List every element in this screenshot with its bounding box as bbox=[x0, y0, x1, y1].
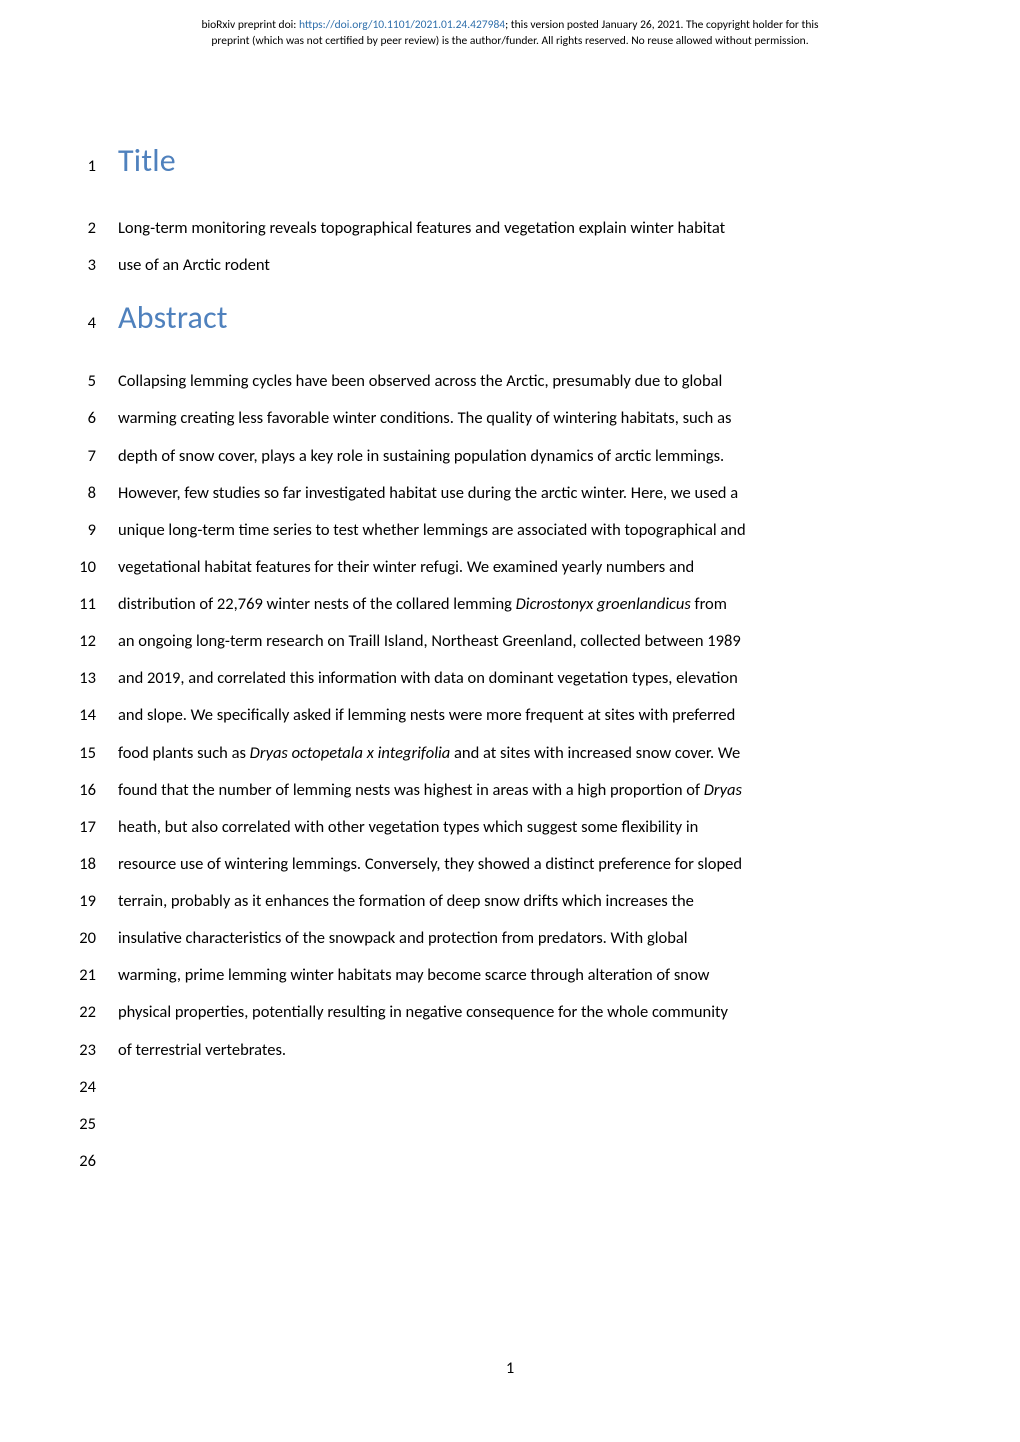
line-10: 10 vegetational habitat features for the… bbox=[74, 549, 902, 586]
line-number: 22 bbox=[74, 1002, 118, 1022]
genus-name: Dryas bbox=[704, 780, 742, 800]
line-1: 1 Title bbox=[74, 141, 902, 180]
line-4: 4 Abstract bbox=[74, 298, 902, 337]
line-3: 3 use of an Arctic rodent bbox=[74, 247, 902, 284]
line-number: 3 bbox=[74, 255, 118, 275]
preprint-line2: preprint (which was not certified by pee… bbox=[211, 34, 808, 48]
line-number: 14 bbox=[74, 705, 118, 725]
line-18: 18 resource use of wintering lemmings. C… bbox=[74, 846, 902, 883]
line-19: 19 terrain, probably as it enhances the … bbox=[74, 883, 902, 920]
abstract-line: and 2019, and correlated this informatio… bbox=[118, 660, 902, 697]
line-number: 1 bbox=[74, 156, 118, 176]
line-number: 5 bbox=[74, 371, 118, 391]
line-7: 7 depth of snow cover, plays a key role … bbox=[74, 438, 902, 475]
abstract-line: and slope. We specifically asked if lemm… bbox=[118, 697, 902, 734]
line-number: 17 bbox=[74, 817, 118, 837]
blank-line bbox=[118, 1143, 902, 1180]
abstract-text: and at sites with increased snow cover. … bbox=[450, 743, 740, 763]
abstract-line: resource use of wintering lemmings. Conv… bbox=[118, 846, 902, 883]
doi-link[interactable]: https://doi.org/10.1101/2021.01.24.42798… bbox=[299, 18, 505, 32]
species-name: Dicrostonyx groenlandicus bbox=[516, 594, 691, 614]
line-number: 6 bbox=[74, 408, 118, 428]
line-5: 5 Collapsing lemming cycles have been ob… bbox=[74, 363, 902, 400]
abstract-text: found that the number of lemming nests w… bbox=[118, 780, 704, 800]
line-number: 2 bbox=[74, 218, 118, 238]
abstract-line: vegetational habitat features for their … bbox=[118, 549, 902, 586]
line-11: 11 distribution of 22,769 winter nests o… bbox=[74, 586, 902, 623]
line-24: 24 bbox=[74, 1069, 902, 1106]
blank-line bbox=[118, 1106, 902, 1143]
abstract-line: distribution of 22,769 winter nests of t… bbox=[118, 586, 902, 623]
abstract-line: Collapsing lemming cycles have been obse… bbox=[118, 363, 902, 400]
line-number: 16 bbox=[74, 780, 118, 800]
line-number: 7 bbox=[74, 446, 118, 466]
line-21: 21 warming, prime lemming winter habitat… bbox=[74, 957, 902, 994]
abstract-text: from bbox=[691, 594, 727, 614]
line-number: 24 bbox=[74, 1077, 118, 1097]
abstract-line: heath, but also correlated with other ve… bbox=[118, 809, 902, 846]
line-17: 17 heath, but also correlated with other… bbox=[74, 809, 902, 846]
abstract-text: distribution of 22,769 winter nests of t… bbox=[118, 594, 516, 614]
line-number: 25 bbox=[74, 1114, 118, 1134]
line-13: 13 and 2019, and correlated this informa… bbox=[74, 660, 902, 697]
species-name: Dryas octopetala x integrifolia bbox=[250, 743, 451, 763]
line-number: 19 bbox=[74, 891, 118, 911]
line-number: 11 bbox=[74, 594, 118, 614]
abstract-line: physical properties, potentially resulti… bbox=[118, 994, 902, 1031]
abstract-line: found that the number of lemming nests w… bbox=[118, 772, 902, 809]
line-number: 13 bbox=[74, 668, 118, 688]
line-number: 21 bbox=[74, 965, 118, 985]
abstract-text: food plants such as bbox=[118, 743, 250, 763]
abstract-line: warming creating less favorable winter c… bbox=[118, 400, 902, 437]
line-8: 8 However, few studies so far investigat… bbox=[74, 475, 902, 512]
abstract-line: food plants such as Dryas octopetala x i… bbox=[118, 735, 902, 772]
heading-abstract: Abstract bbox=[118, 298, 902, 337]
line-number: 18 bbox=[74, 854, 118, 874]
line-14: 14 and slope. We specifically asked if l… bbox=[74, 697, 902, 734]
title-text-line: Long-term monitoring reveals topographic… bbox=[118, 210, 902, 247]
abstract-line: of terrestrial vertebrates. bbox=[118, 1032, 902, 1069]
preprint-prefix: bioRxiv preprint doi: bbox=[201, 18, 299, 32]
line-22: 22 physical properties, potentially resu… bbox=[74, 994, 902, 1031]
line-number: 15 bbox=[74, 743, 118, 763]
line-12: 12 an ongoing long-term research on Trai… bbox=[74, 623, 902, 660]
line-number: 8 bbox=[74, 483, 118, 503]
line-15: 15 food plants such as Dryas octopetala … bbox=[74, 735, 902, 772]
line-number: 9 bbox=[74, 520, 118, 540]
line-number: 10 bbox=[74, 557, 118, 577]
title-text-line: use of an Arctic rodent bbox=[118, 247, 902, 284]
heading-title: Title bbox=[118, 141, 902, 180]
line-6: 6 warming creating less favorable winter… bbox=[74, 400, 902, 437]
line-number: 26 bbox=[74, 1151, 118, 1171]
line-20: 20 insulative characteristics of the sno… bbox=[74, 920, 902, 957]
line-2: 2 Long-term monitoring reveals topograph… bbox=[74, 210, 902, 247]
abstract-line: depth of snow cover, plays a key role in… bbox=[118, 438, 902, 475]
abstract-line: warming, prime lemming winter habitats m… bbox=[118, 957, 902, 994]
abstract-line: terrain, probably as it enhances the for… bbox=[118, 883, 902, 920]
line-9: 9 unique long-term time series to test w… bbox=[74, 512, 902, 549]
abstract-line: insulative characteristics of the snowpa… bbox=[118, 920, 902, 957]
blank-line bbox=[118, 1069, 902, 1106]
line-23: 23 of terrestrial vertebrates. bbox=[74, 1032, 902, 1069]
abstract-line: an ongoing long-term research on Traill … bbox=[118, 623, 902, 660]
line-number: 23 bbox=[74, 1040, 118, 1060]
line-25: 25 bbox=[74, 1106, 902, 1143]
line-16: 16 found that the number of lemming nest… bbox=[74, 772, 902, 809]
abstract-line: unique long-term time series to test whe… bbox=[118, 512, 902, 549]
line-number: 20 bbox=[74, 928, 118, 948]
line-26: 26 bbox=[74, 1143, 902, 1180]
line-number: 4 bbox=[74, 313, 118, 333]
abstract-line: However, few studies so far investigated… bbox=[118, 475, 902, 512]
preprint-suffix1: ; this version posted January 26, 2021. … bbox=[505, 18, 818, 32]
line-number: 12 bbox=[74, 631, 118, 651]
preprint-notice: bioRxiv preprint doi: https://doi.org/10… bbox=[0, 0, 1020, 49]
page-number: 1 bbox=[0, 1358, 1020, 1378]
